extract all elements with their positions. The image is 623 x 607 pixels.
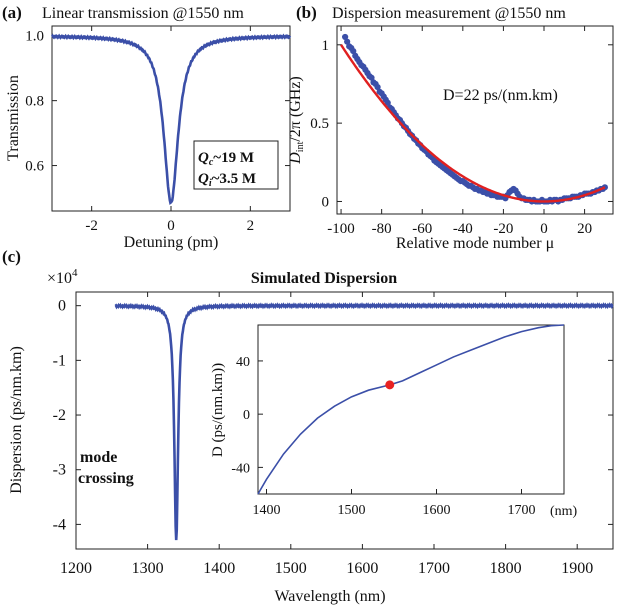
x-tick-label: 0 [167, 218, 175, 234]
panel-c-exponent: ×104 [47, 267, 78, 287]
panel-c-dispersion-curve [114, 302, 614, 541]
x-tick-label: 1200 [60, 560, 92, 577]
panel-b-ticks: -100 -80 -60 -40 -20 0 20 0 0.5 1 [310, 26, 613, 237]
x-tick-label: -100 [327, 221, 355, 237]
x-tick-label: 1500 [338, 503, 366, 518]
panel-c-title: Simulated Dispersion [251, 270, 397, 287]
x-tick-label: 1700 [508, 503, 536, 518]
x-tick-label: 1800 [490, 560, 522, 577]
panel-b-ylabel: Dint/2π (GHz) [287, 76, 306, 165]
y-tick-label: 0 [243, 408, 250, 423]
x-tick-label: 1700 [418, 560, 450, 577]
panel-a-title: Linear transmission @1550 nm [42, 5, 244, 22]
panel-a-q-box [193, 140, 279, 190]
panel-b-dispersion-annotation: D=22 ps/(nm.km) [443, 87, 558, 104]
data-point [344, 38, 351, 45]
y-tick-label: 0.8 [25, 94, 44, 110]
x-tick-label: 1400 [203, 560, 235, 577]
panel-b: (b) Dispersion measurement @1550 nm Rela… [287, 3, 614, 252]
y-tick-label: -40 [231, 461, 250, 476]
panel-b-xlabel: Relative mode number μ [396, 235, 554, 252]
y-tick-label: 1.0 [25, 29, 44, 45]
data-point [374, 84, 381, 91]
y-tick-label: 0.6 [25, 159, 44, 175]
x-tick-label: -40 [453, 221, 473, 237]
x-tick-label: 1400 [253, 503, 281, 518]
panel-b-fit-curve [340, 44, 606, 203]
panel-c-xlabel: Wavelength (nm) [274, 588, 385, 605]
panel-a-xlabel: Detuning (pm) [124, 234, 219, 251]
panel-a-ticks: -2 0 2 0.6 0.8 1.0 [25, 26, 290, 234]
x-tick-label: 20 [577, 221, 592, 237]
x-tick-label: 2 [247, 218, 255, 234]
y-tick-label: 1 [322, 38, 330, 54]
inset-dispersion-curve [257, 324, 565, 495]
x-tick-label: -2 [85, 218, 98, 234]
panel-a-transmission-curve [50, 33, 292, 205]
x-tick-label: 1900 [561, 560, 593, 577]
inset-ylabel: D (ps/(nm.km)) [210, 363, 226, 457]
x-tick-label: 1600 [346, 560, 378, 577]
panel-c-mode-crossing-label-line1: mode [80, 449, 117, 466]
panel-b-label: (b) [296, 3, 317, 22]
data-point [350, 47, 357, 55]
inset-xunit: (nm) [550, 504, 578, 519]
inset-ticks: 1400 1500 1600 1700 40 0 -40 [231, 355, 535, 518]
panel-c-inset: D (ps/(nm.km)) 1400 1500 1600 1700 40 0 -40 (n… [210, 324, 578, 519]
panel-c-ticks: 1200 1300 1400 1500 1600 1700 1800 1900 0 -1 -2 -3 -… [53, 292, 613, 577]
y-tick-label: -4 [53, 516, 66, 533]
x-tick-label: 0 [540, 221, 548, 237]
x-tick-label: -60 [412, 221, 432, 237]
panel-b-axes-frame [336, 25, 614, 215]
panel-a: (a) Linear transmission @1550 nm Detunin… [2, 3, 292, 251]
panel-c-label: (c) [2, 247, 21, 266]
inset-1550-marker [385, 380, 395, 390]
panel-a-ylabel: Transmission [5, 75, 22, 161]
data-point [368, 74, 375, 81]
data-point [384, 99, 391, 106]
panel-a-label: (a) [2, 3, 22, 22]
y-tick-label: 40 [236, 355, 250, 370]
y-tick-label: 0 [322, 194, 330, 210]
x-tick-label: -20 [493, 221, 513, 237]
panel-c-ylabel: Dispersion (ps/nm.km) [8, 346, 25, 494]
x-tick-label: -80 [372, 221, 392, 237]
panel-a-qc-label: Qc~19 M [198, 150, 254, 168]
y-tick-label: -2 [53, 407, 66, 424]
panel-c: (c) ×104 Simulated Dispersion Wavelength… [2, 247, 614, 605]
panel-a-qi-label: Qi~3.5 M [198, 171, 256, 189]
panel-b-title: Dispersion measurement @1550 nm [332, 5, 566, 22]
y-tick-label: 0 [58, 298, 66, 315]
data-point [342, 33, 349, 41]
y-tick-label: -3 [53, 462, 66, 479]
y-tick-label: -1 [53, 352, 66, 369]
inset-axes-frame [257, 324, 565, 495]
panel-b-data-points [342, 33, 608, 205]
panel-c-axes-frame [75, 291, 614, 550]
y-tick-label: 0.5 [310, 116, 329, 132]
panel-c-mode-crossing-label-line2: crossing [78, 470, 134, 487]
x-tick-label: 1300 [132, 560, 164, 577]
x-tick-label: 1600 [423, 503, 451, 518]
x-tick-label: 1500 [275, 560, 307, 577]
